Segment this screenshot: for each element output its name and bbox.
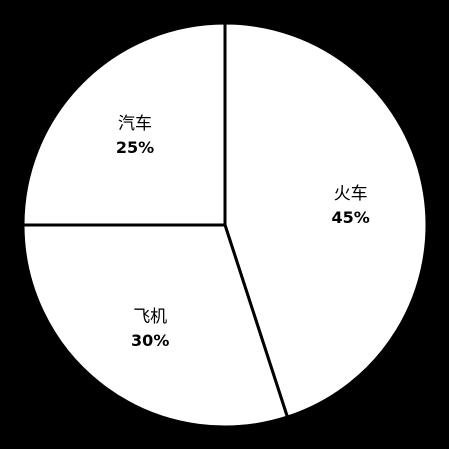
pie-slice-3: [21, 21, 227, 227]
slice-percent-label: 45%: [332, 208, 370, 227]
slice-category-label: 汽车: [118, 114, 152, 134]
slice-category-label: 火车: [334, 184, 368, 204]
pie-slice-2: [21, 223, 290, 429]
slice-category-label: 飞机: [133, 307, 167, 327]
slice-percent-label: 30%: [131, 331, 169, 350]
slice-percent-label: 25%: [116, 138, 154, 157]
pie-slice-1: [223, 21, 429, 420]
